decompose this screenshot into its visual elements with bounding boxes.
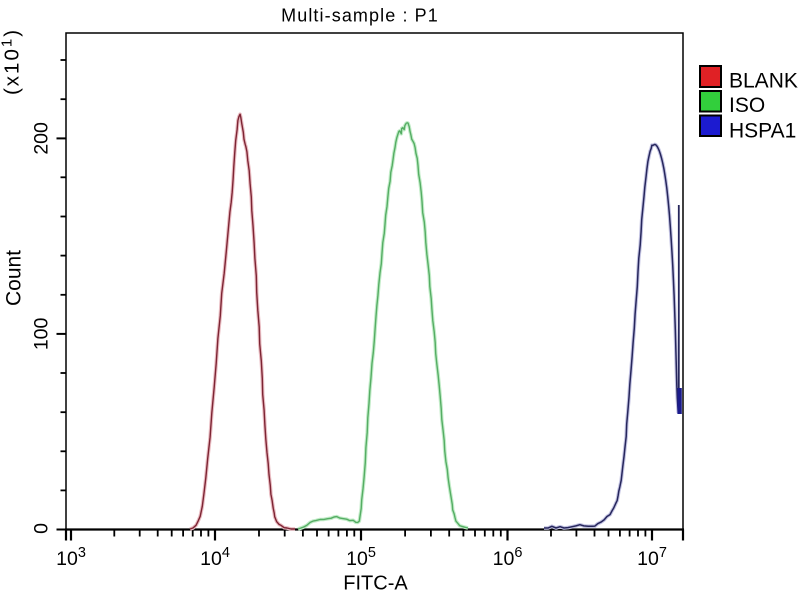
svg-text:FITC-A: FITC-A: [343, 573, 408, 595]
svg-text:104: 104: [200, 545, 230, 570]
svg-text:Count: Count: [3, 250, 26, 306]
svg-text:ISO: ISO: [729, 94, 765, 117]
svg-text:HSPA1: HSPA1: [729, 119, 796, 142]
svg-text:BLANK: BLANK: [729, 69, 798, 92]
svg-text:100: 100: [31, 317, 53, 350]
svg-text:200: 200: [31, 122, 53, 155]
svg-text:Multi-sample : P1: Multi-sample : P1: [281, 6, 439, 26]
svg-text:0: 0: [31, 523, 53, 534]
